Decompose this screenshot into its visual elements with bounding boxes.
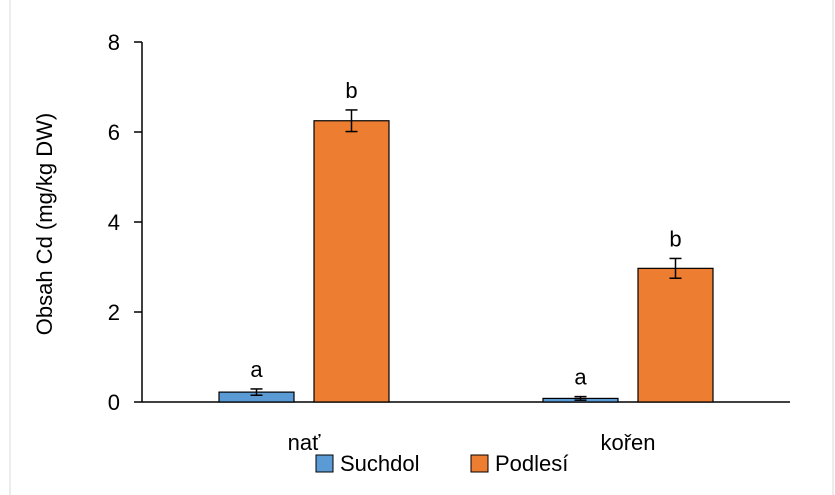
bar (313, 120, 390, 403)
chart-frame (9, 0, 834, 495)
y-tick-label: 2 (108, 300, 120, 325)
bars (218, 109, 714, 403)
x-tick-label: nať (288, 430, 321, 455)
significance-label: b (669, 226, 681, 251)
y-tick-label: 4 (108, 210, 120, 235)
legend-swatch (315, 454, 334, 473)
legend: Suchdol Podlesí (315, 451, 568, 476)
bar (637, 267, 714, 403)
y-tick-label: 8 (108, 30, 120, 55)
y-tick-label: 0 (108, 390, 120, 415)
legend-label: Podlesí (495, 451, 568, 476)
labels: a b nať a b kořen (250, 78, 681, 455)
y-axis-label: Obsah Cd (mg/kg DW) (32, 113, 57, 336)
significance-label: b (345, 78, 357, 103)
significance-label: a (250, 357, 263, 382)
significance-label: a (574, 365, 587, 390)
legend-label: Suchdol (340, 451, 420, 476)
legend-item: Suchdol (315, 451, 420, 476)
legend-item: Podlesí (470, 451, 568, 476)
legend-swatch (470, 454, 489, 473)
x-tick-label: kořen (600, 430, 655, 455)
y-tick-label: 6 (108, 120, 120, 145)
